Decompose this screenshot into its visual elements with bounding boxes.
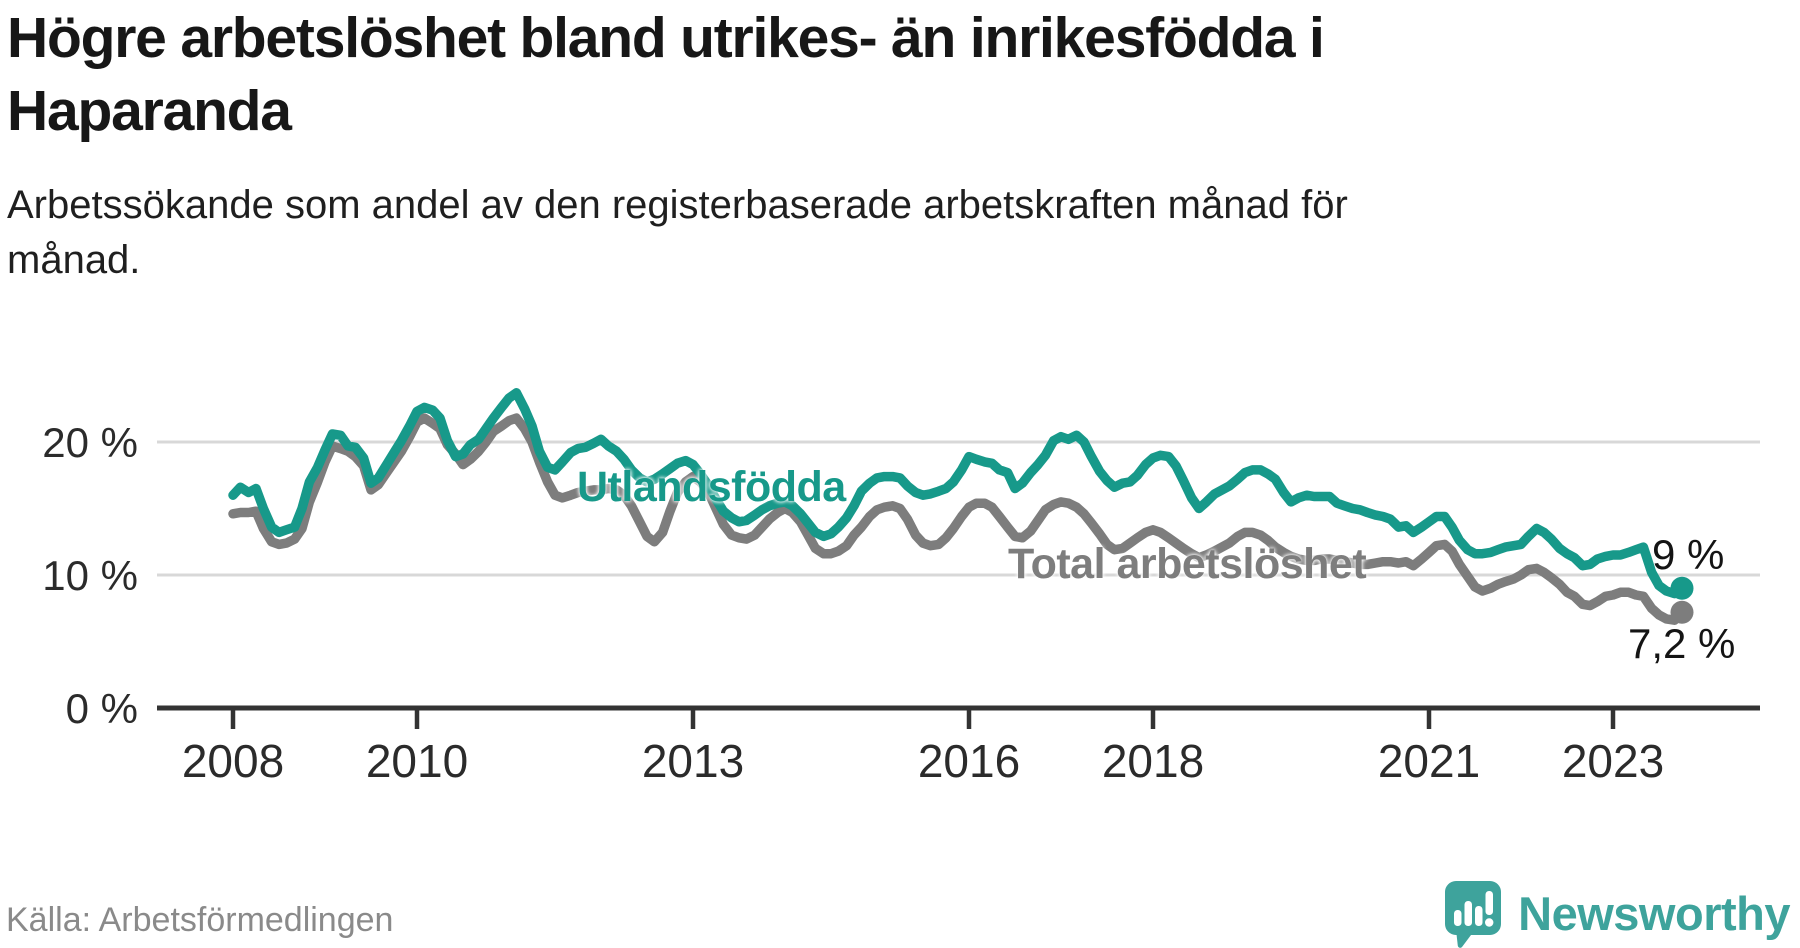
page-title: Högre arbetslöshet bland utrikes- än inr… xyxy=(7,2,1727,148)
series-line-total xyxy=(228,413,1687,625)
page-title-line1: Högre arbetslöshet bland utrikes- än inr… xyxy=(7,6,1325,70)
x-tick-label-2008: 2008 xyxy=(182,735,284,787)
page-subtitle-line2: månad. xyxy=(7,238,141,283)
page-title-line2: Haparanda xyxy=(7,78,292,143)
data-lines xyxy=(228,388,1687,625)
series-label-utlandsfodda: Utlandsfödda xyxy=(577,463,846,511)
y-tick-label-10: 10 % xyxy=(42,552,138,599)
x-tick-label-2018: 2018 xyxy=(1102,735,1204,787)
page-subtitle: Arbetssökande som andel av den registerb… xyxy=(7,178,1507,288)
series-label-total-arbetsloshet: Total arbetslöshet xyxy=(1008,540,1367,588)
x-tick-label-2021: 2021 xyxy=(1378,735,1480,787)
tick-labels: 0 % 10 % 20 % 2008 2010 2013 2016 2018 2021 2023 xyxy=(42,419,1664,787)
newsworthy-logo: Newsworthy xyxy=(1444,880,1790,948)
page-subtitle-line1: Arbetssökande som andel av den registerb… xyxy=(7,183,1348,227)
newsworthy-icon xyxy=(1445,881,1502,948)
series-line-utlandsfodda xyxy=(228,388,1687,599)
x-tick-label-2023: 2023 xyxy=(1562,735,1664,787)
x-tick-label-2010: 2010 xyxy=(366,735,468,787)
y-tick-label-20: 20 % xyxy=(42,419,138,466)
y-tick-label-0: 0 % xyxy=(66,685,138,732)
end-value-total: 7,2 % xyxy=(1628,620,1736,667)
end-dot-utlandsfodda xyxy=(1670,576,1694,600)
x-tick-label-2016: 2016 xyxy=(918,735,1020,787)
gridlines xyxy=(157,440,1760,577)
newsworthy-wordmark: Newsworthy xyxy=(1518,887,1790,940)
source-note: Källa: Arbetsförmedlingen xyxy=(6,901,394,939)
x-tick-label-2013: 2013 xyxy=(642,735,744,787)
end-dots xyxy=(1670,576,1694,624)
end-value-utlandsfodda: 9 % xyxy=(1652,531,1725,578)
axes xyxy=(157,705,1760,729)
end-dot-total xyxy=(1670,600,1694,624)
